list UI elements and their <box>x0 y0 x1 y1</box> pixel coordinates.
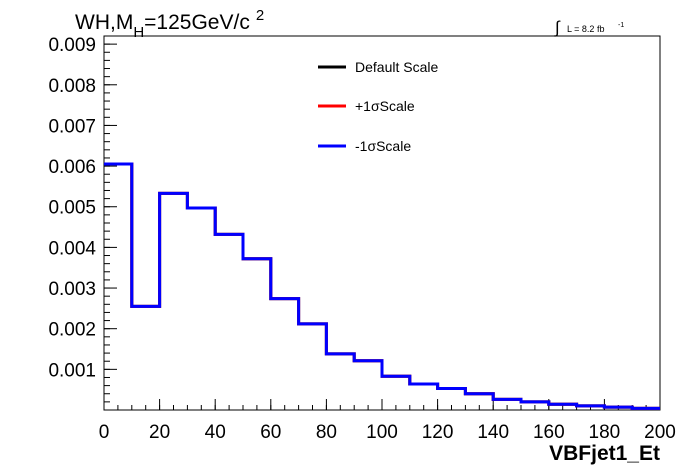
legend-entry-label: Default Scale <box>355 59 438 75</box>
x-tick-label: 60 <box>260 422 281 443</box>
series-line-2 <box>104 162 660 410</box>
legend: Default Scale +1σScale -1σScale <box>318 59 438 154</box>
lumi-superscript: -1 <box>618 22 624 29</box>
x-tick-label: 200 <box>644 422 676 443</box>
title-rest: =125GeV/c <box>144 11 250 34</box>
luminosity-label: ∫ L = 8.2 fb -1 <box>554 18 624 37</box>
lumi-text: L = 8.2 fb <box>567 24 604 34</box>
plot-frame <box>103 35 661 411</box>
y-tick-label: 0.007 <box>48 116 96 137</box>
legend-entry-label: -1σScale <box>355 138 411 154</box>
x-tick-label: 100 <box>366 422 398 443</box>
y-tick-label: 0.001 <box>48 360 96 381</box>
x-tick-label: 20 <box>149 422 170 443</box>
lumi-integral-symbol: ∫ <box>554 18 561 37</box>
x-tick-label: 160 <box>533 422 565 443</box>
y-tick-label: 0.009 <box>48 35 96 56</box>
y-tick-label: 0.002 <box>48 320 96 341</box>
title-main: WH,M <box>75 11 133 34</box>
x-axis-label: VBFjet1_Et <box>549 442 660 465</box>
series-layer <box>104 162 660 410</box>
title-superscript: 2 <box>256 7 264 24</box>
legend-entry-label: +1σScale <box>355 98 415 114</box>
svg-text:WH,MH=125GeV/c2: WH,MH=125GeV/c 2 <box>75 7 264 41</box>
y-tick-label: 0.005 <box>48 198 96 219</box>
y-axis-ticks: 0.001 0.002 0.003 0.004 0.005 0.006 0.007 0.008… <box>48 35 117 403</box>
x-tick-label: 40 <box>205 422 226 443</box>
title-subscript: H <box>133 24 144 41</box>
x-tick-label: 120 <box>422 422 454 443</box>
x-tick-label: 0 <box>99 422 110 443</box>
x-tick-label: 80 <box>316 422 337 443</box>
y-tick-label: 0.003 <box>48 279 96 300</box>
y-tick-label: 0.006 <box>48 157 96 178</box>
y-tick-label: 0.008 <box>48 76 96 97</box>
x-tick-label: 140 <box>477 422 509 443</box>
y-tick-label: 0.004 <box>48 238 96 259</box>
title: WH,MH=125GeV/c 2 <box>75 7 264 41</box>
x-tick-label: 180 <box>589 422 621 443</box>
